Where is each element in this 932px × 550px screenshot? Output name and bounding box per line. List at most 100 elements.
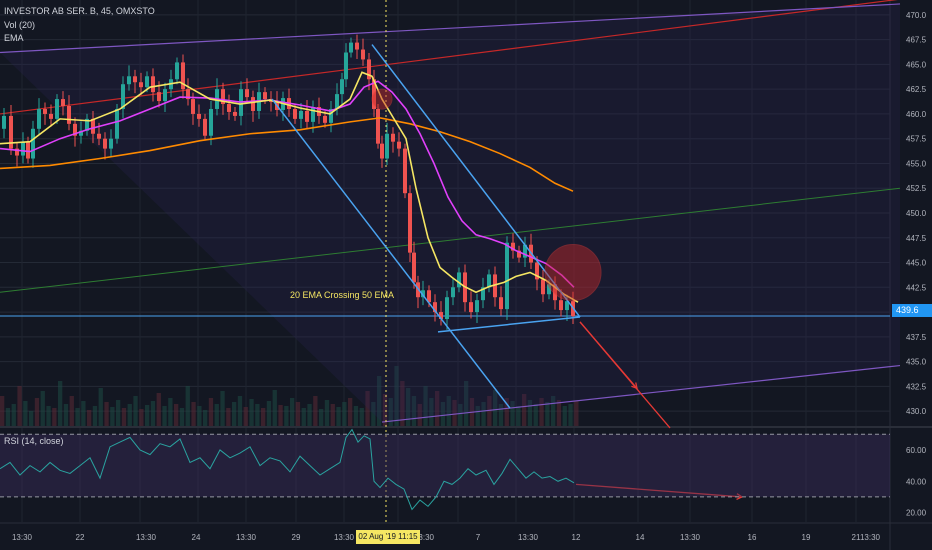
volume-bar (63, 404, 69, 426)
time-tick-label: 29 (292, 533, 301, 542)
volume-bar (510, 401, 515, 426)
volume-bar (429, 398, 434, 426)
volume-bar (92, 406, 98, 426)
volume-bar (377, 376, 382, 426)
candle-body (163, 89, 167, 102)
time-tick-label: 21 (852, 533, 861, 542)
time-tick-label: 12 (572, 533, 581, 542)
candle-body (37, 108, 41, 129)
ema200-line (0, 117, 574, 192)
volume-bars (0, 366, 579, 426)
candle-body (91, 118, 95, 134)
candle-body (385, 133, 389, 159)
volume-bar (58, 381, 63, 426)
volume-bar (527, 400, 533, 426)
volume-bar (69, 396, 74, 426)
price-tick-label: 465.0 (906, 60, 927, 69)
price-tick-label: 447.5 (906, 234, 927, 243)
volume-bar (255, 404, 260, 426)
volume-bar (533, 404, 538, 426)
volume-bar (551, 396, 556, 426)
volume-bar (249, 399, 254, 426)
candle-body (21, 141, 25, 156)
candle-body (367, 59, 371, 80)
candle-body (209, 108, 213, 136)
time-tick-label: 16 (748, 533, 757, 542)
volume-bar (388, 398, 393, 426)
ema-indicator-label[interactable]: EMA (4, 33, 24, 43)
ema-lines (0, 71, 579, 303)
volume-bar (121, 408, 127, 426)
candle-body (157, 92, 161, 102)
volume-bar (81, 401, 86, 426)
volume-bar (133, 396, 138, 426)
volume-bar (34, 398, 40, 426)
candle-body (433, 302, 437, 313)
volume-bar (313, 396, 318, 426)
time-tick-label: 13:30 (680, 533, 701, 542)
volume-bar (498, 404, 504, 426)
volume-bar (174, 404, 179, 426)
candle-body (227, 104, 231, 112)
candle-body (391, 133, 395, 142)
volume-bar (568, 404, 573, 426)
candle-body (103, 138, 107, 149)
volume-bar (179, 408, 185, 426)
volume-bar (203, 410, 208, 426)
candle-body (505, 242, 509, 310)
volume-bar (574, 401, 579, 426)
volume-bar (336, 407, 341, 426)
candle-body (329, 108, 333, 123)
candle-body (186, 89, 190, 100)
price-tick-label: 442.5 (906, 283, 927, 292)
time-tick-label: 13:30 (136, 533, 157, 542)
volume-bar (440, 402, 446, 426)
volume-indicator-label[interactable]: Vol (20) (4, 20, 36, 30)
volume-bar (371, 402, 376, 426)
time-tick-label: 13:30 (860, 533, 881, 542)
candle-body (197, 113, 201, 119)
candle-body (73, 123, 77, 136)
volume-bar (504, 398, 509, 426)
candle-body (372, 79, 376, 109)
volume-bar (110, 407, 115, 426)
candle-body (26, 141, 30, 159)
time-tick-label: 7 (476, 533, 481, 542)
candle-body (535, 262, 539, 280)
volume-bar (46, 406, 51, 426)
candle-body (349, 42, 353, 53)
candle-body (49, 113, 53, 119)
price-tick-label: 457.5 (906, 135, 927, 144)
candle-body (517, 250, 521, 258)
candle-body (397, 141, 401, 149)
rsi-forecast-arrow (575, 483, 743, 498)
volume-bar (168, 398, 173, 426)
price-tick-label: 432.5 (906, 382, 927, 391)
volume-bar (475, 406, 480, 426)
volume-bar (452, 400, 457, 426)
volume-bar (29, 411, 34, 426)
candle-body (412, 252, 416, 283)
volume-bar (481, 402, 486, 426)
candle-body (427, 290, 431, 303)
candle-body (251, 97, 255, 111)
candle-body (376, 108, 380, 144)
volume-bar (232, 402, 237, 426)
candle-body (245, 89, 249, 98)
time-tick-label: 19 (802, 533, 811, 542)
price-tick-label: 460.0 (906, 110, 927, 119)
volume-bar (400, 381, 405, 426)
rsi-indicator-label[interactable]: RSI (14, close) (4, 436, 64, 446)
volume-bar (353, 406, 359, 426)
symbol-title[interactable]: INVESTOR AB SER. B, 45, OMXSTO (4, 6, 155, 16)
price-tick-label: 467.5 (906, 36, 927, 45)
volume-bar (226, 408, 231, 426)
trendline-purple-top (0, 3, 901, 54)
volume-bar (87, 410, 92, 426)
volume-bar (411, 396, 417, 426)
candle-body (221, 89, 225, 105)
candle-body (133, 76, 137, 83)
candle-body (361, 49, 365, 60)
